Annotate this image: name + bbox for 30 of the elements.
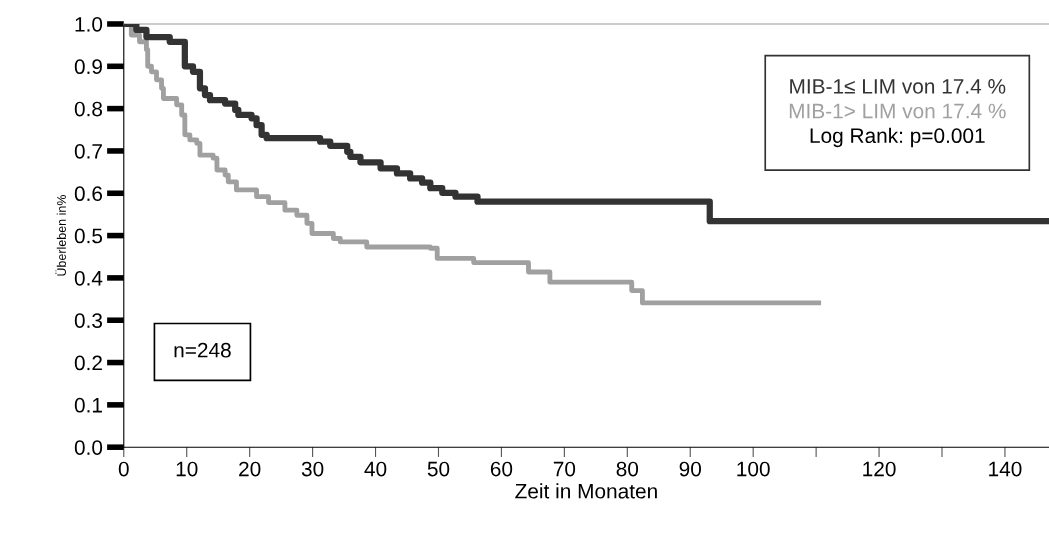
y-tick-label: 0.0 — [74, 440, 103, 455]
x-tick-label: 10 — [176, 461, 198, 477]
y-tick-label: 0.5 — [74, 228, 103, 244]
x-tick-label: 140 — [989, 461, 1022, 477]
x-tick-label: 100 — [737, 461, 770, 477]
annotation: Log Rank: p=0.001 — [810, 127, 985, 148]
y-axis-title: Überleben in% — [55, 195, 66, 276]
y-tick-label: 0.2 — [74, 355, 102, 371]
x-tick-label: 120 — [863, 461, 896, 477]
x-tick-label: 80 — [616, 461, 639, 477]
text: MIB-1> LIM von 17.4 % — [789, 103, 1006, 119]
x-tick-label: 30 — [301, 461, 324, 477]
x-tick-label: 0 — [118, 461, 129, 477]
x-axis-title: Zeit in Monaten — [515, 483, 657, 499]
x-tick-label: 90 — [679, 461, 702, 477]
x-tick-label: 40 — [364, 461, 387, 477]
x-tick-label: 60 — [490, 461, 513, 477]
x-tick-label: 70 — [553, 461, 576, 477]
y-tick-label: 0.1 — [74, 397, 102, 413]
y-tick-label: 0.3 — [74, 313, 103, 328]
text: MIB-1≤ LIM von 17.4 % — [790, 79, 1006, 94]
x-tick-label: 20 — [239, 461, 261, 477]
y-tick-label: 0.9 — [74, 59, 102, 75]
x-tick-label: 50 — [427, 461, 450, 477]
y-tick-label: 0.7 — [74, 143, 102, 159]
y-tick-label: 0.6 — [74, 186, 103, 202]
y-tick-label: 0.8 — [74, 101, 103, 117]
y-tick-label: 1.0 — [75, 16, 103, 32]
y-tick-label: 0.4 — [74, 270, 103, 286]
annotation: n=248 — [174, 342, 231, 358]
